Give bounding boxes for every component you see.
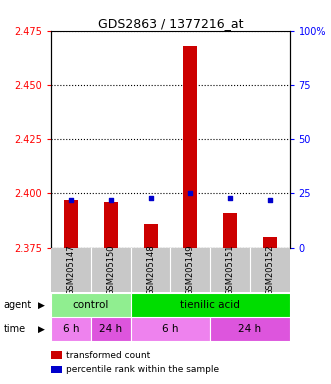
Bar [51,293,131,317]
Bar [91,317,131,341]
Text: percentile rank within the sample: percentile rank within the sample [66,365,219,374]
Text: 6 h: 6 h [162,324,179,334]
Text: GSM205148: GSM205148 [146,245,155,295]
Text: GSM205150: GSM205150 [106,245,116,295]
Text: GSM205147: GSM205147 [67,245,76,295]
Point [69,197,74,203]
Point [227,195,233,201]
Bar [210,317,290,341]
Text: 6 h: 6 h [63,324,79,334]
Text: control: control [73,300,109,310]
Text: GSM205152: GSM205152 [265,245,274,295]
Text: time: time [3,324,25,334]
Text: 24 h: 24 h [238,324,261,334]
Bar [144,224,158,248]
Point [267,197,272,203]
Bar [131,317,210,341]
Text: tienilic acid: tienilic acid [180,300,240,310]
Text: GSM205149: GSM205149 [186,245,195,295]
Text: ▶: ▶ [38,300,45,310]
Title: GDS2863 / 1377216_at: GDS2863 / 1377216_at [98,17,243,30]
Text: agent: agent [3,300,31,310]
Bar [131,293,290,317]
Text: transformed count: transformed count [66,351,151,360]
Point [108,197,114,203]
Bar [263,237,277,248]
Bar [183,46,197,248]
Point [188,190,193,197]
Bar [51,317,91,341]
Text: GSM205151: GSM205151 [225,245,235,295]
Bar [223,213,237,248]
Text: 24 h: 24 h [99,324,122,334]
Bar [104,202,118,248]
Point [148,195,153,201]
Text: ▶: ▶ [38,324,45,334]
Bar [64,200,78,248]
